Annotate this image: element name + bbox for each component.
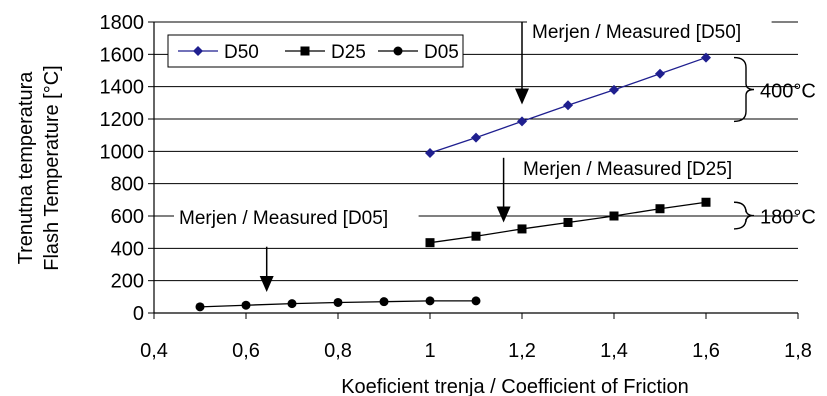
data-point-d50 <box>425 147 435 158</box>
y-axis-title-line1: Trenutna temperatura <box>15 71 37 265</box>
y-tick-label: 600 <box>111 206 144 228</box>
y-tick-label: 400 <box>111 238 144 260</box>
x-tick-label: 1,8 <box>784 340 812 362</box>
data-point-d05 <box>287 299 297 309</box>
legend-label-d05: D05 <box>424 42 459 63</box>
data-point-d25 <box>471 231 481 241</box>
bracket-0 <box>733 56 755 123</box>
data-point-d50 <box>655 68 665 79</box>
y-tick-label: 1200 <box>100 109 145 131</box>
y-tick-label: 200 <box>111 271 144 293</box>
annotation-d50-bg <box>527 19 772 45</box>
x-tick-label: 1,6 <box>692 340 720 362</box>
data-point-d25 <box>609 211 619 221</box>
x-tick-label: 1,4 <box>600 340 628 362</box>
data-point-d05 <box>471 296 481 306</box>
data-point-d05 <box>241 300 251 310</box>
bracket-label-0: 400°C <box>760 80 816 102</box>
x-axis-title: Koeficient trenja / Coefficient of Frict… <box>341 376 689 396</box>
legend-marker-d05 <box>393 46 403 56</box>
data-point-d05 <box>333 297 343 307</box>
x-tick-label: 0,6 <box>232 340 260 362</box>
data-point-d05 <box>425 296 435 306</box>
y-tick-label: 800 <box>111 174 144 196</box>
data-point-d25 <box>517 224 527 234</box>
annotations: Merjen / Measured [D50] Merjen / Measured… <box>174 19 816 292</box>
y-tick-label: 0 <box>133 303 144 325</box>
legend-marker-d50 <box>193 46 203 56</box>
data-point-d50 <box>517 116 527 127</box>
bracket-1 <box>733 201 755 230</box>
annotation-d05-bg <box>174 205 419 231</box>
annotation-arrowhead <box>496 206 511 223</box>
legend-label-d50: D50 <box>224 42 259 63</box>
data-point-d05 <box>195 302 205 312</box>
series <box>195 52 711 312</box>
data-point-d25 <box>563 217 573 227</box>
x-tick-label: 0,8 <box>324 340 352 362</box>
data-point-d50 <box>609 84 619 95</box>
legend: D50 D25 D05 <box>167 34 464 68</box>
y-tick-label: 1000 <box>100 141 145 163</box>
data-point-d25 <box>425 238 435 248</box>
annotation-arrowhead <box>259 275 274 292</box>
data-point-d50 <box>563 100 573 111</box>
data-point-d50 <box>471 132 481 143</box>
annotation-d25: Merjen / Measured [D25] <box>523 159 732 180</box>
axes: 0 200 400 600 800 1000 1200 1400 1600 1800 0,4 0,6 0… <box>100 12 812 362</box>
x-tick-label: 1 <box>424 340 435 362</box>
bracket-label-1: 180°C <box>760 207 816 229</box>
y-axis-title-line2: Flash Temperature [°C] <box>41 65 63 271</box>
y-tick-label: 1600 <box>100 44 145 66</box>
legend-label-d25: D25 <box>331 42 366 63</box>
legend-marker-d25 <box>300 46 310 56</box>
data-point-d25 <box>655 204 665 214</box>
x-tick-label: 0,4 <box>140 340 168 362</box>
annotation-d50: Merjen / Measured [D50] <box>532 22 741 43</box>
annotation-d05: Merjen / Measured [D05] <box>179 208 388 229</box>
annotation-d25-bg <box>518 156 763 182</box>
data-point-d05 <box>379 297 389 307</box>
x-tick-label: 1,2 <box>508 340 536 362</box>
data-point-d25 <box>701 197 711 207</box>
y-tick-label: 1400 <box>100 77 145 99</box>
y-tick-label: 1800 <box>100 12 145 34</box>
annotation-arrowhead <box>515 88 529 105</box>
data-point-d50 <box>701 52 711 63</box>
